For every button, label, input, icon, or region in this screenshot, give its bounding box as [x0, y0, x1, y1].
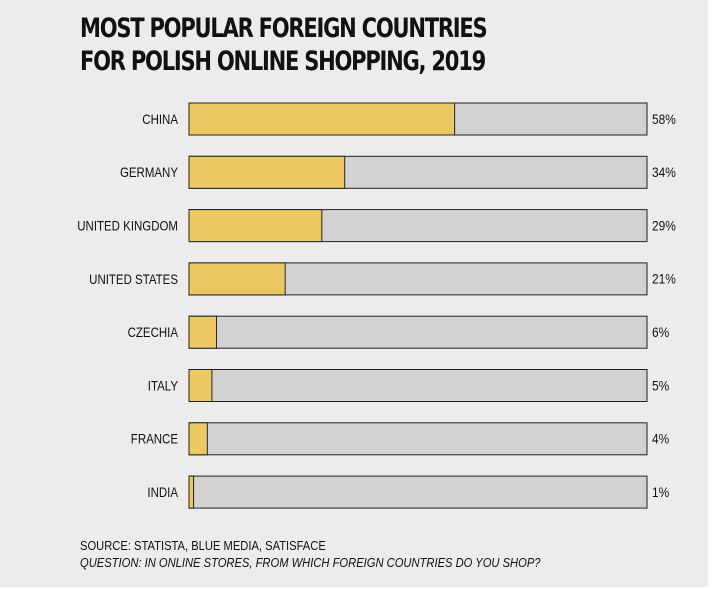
chart-title-line-1: MOST POPULAR FOREIGN COUNTRIES [80, 13, 488, 44]
value-label-france: 4% [652, 431, 670, 447]
bar-france [188, 422, 208, 456]
bar-row-germany: GERMANY 34% [120, 155, 676, 189]
chart-title-line-2: FOR POLISH ONLINE SHOPPING, 2019 [80, 46, 486, 77]
category-label-united-states: UNITED STATES [89, 271, 178, 287]
category-label-germany: GERMANY [120, 164, 178, 180]
value-label-united-kingdom: 29% [652, 218, 676, 234]
question-note: QUESTION: IN ONLINE STORES, FROM WHICH F… [80, 555, 541, 570]
value-label-czechia: 6% [652, 324, 670, 340]
bar-track-france [188, 422, 648, 456]
bar-track-india [188, 475, 648, 509]
category-label-italy: ITALY [148, 377, 179, 393]
bar-row-united-kingdom: UNITED KINGDOM 29% [77, 209, 676, 243]
bar-czechia [188, 315, 217, 349]
bar-chart: CHINA 58%GERMANY 34%UNITED KINGDOM 29%UNITE… [77, 102, 676, 509]
chart-footer: SOURCE: STATISTA, BLUE MEDIA, SATISFACE … [80, 537, 541, 571]
bar-india [188, 475, 195, 509]
bar-row-italy: ITALY 5% [148, 369, 670, 402]
bar-germany [188, 155, 346, 189]
source-note: SOURCE: STATISTA, BLUE MEDIA, SATISFACE [80, 538, 326, 553]
value-label-italy: 5% [652, 377, 670, 393]
bar-row-france: FRANCE 4% [131, 422, 670, 456]
bar-italy [188, 369, 213, 402]
value-label-united-states: 21% [652, 271, 676, 287]
bar-row-czechia: CZECHIA 6% [128, 315, 670, 349]
bar-track-italy [188, 369, 648, 402]
category-label-czechia: CZECHIA [128, 324, 179, 340]
chart-title: MOST POPULAR FOREIGN COUNTRIES FOR POLIS… [80, 12, 488, 78]
category-label-united-kingdom: UNITED KINGDOM [77, 217, 178, 233]
value-label-germany: 34% [652, 164, 676, 180]
bar-row-india: INDIA 1% [147, 475, 670, 509]
bar-china [188, 102, 456, 136]
bar-row-china: CHINA 58% [142, 102, 676, 136]
value-label-china: 58% [652, 111, 676, 127]
bar-united-kingdom [188, 209, 323, 243]
bar-track-czechia [188, 315, 648, 349]
category-label-france: FRANCE [131, 431, 178, 447]
value-label-india: 1% [652, 484, 670, 500]
bar-united-states [188, 262, 286, 296]
bar-row-united-states: UNITED STATES 21% [89, 262, 676, 296]
category-label-india: INDIA [147, 484, 178, 500]
category-label-china: CHINA [142, 111, 178, 127]
